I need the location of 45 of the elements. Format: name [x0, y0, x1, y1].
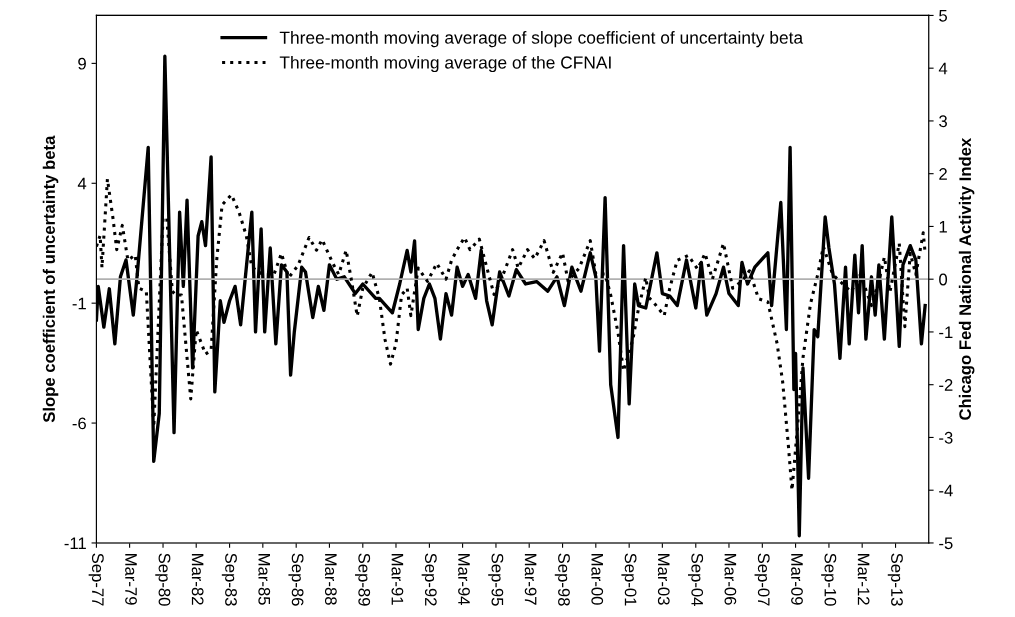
- y2-tick-label: 2: [939, 168, 947, 180]
- y2-tick-label: 1: [939, 221, 947, 233]
- x-tick-label: Sep-92: [421, 553, 437, 606]
- y-axis-title: Slope coefficient of uncertainty beta: [42, 135, 59, 423]
- x-tick-label: Sep-13: [887, 553, 903, 606]
- y-tick-label: 9: [78, 57, 86, 70]
- x-tick-label: Mar-00: [591, 554, 604, 605]
- x-tick-label: Mar-09: [791, 554, 803, 605]
- y-tick-label: -6: [72, 417, 86, 430]
- x-tick-label: Mar-97: [524, 554, 537, 605]
- x-tick-label: Mar-03: [657, 554, 670, 605]
- y2-tick-label: 0: [939, 273, 948, 286]
- x-tick-label: Sep-01: [621, 553, 637, 606]
- y-tick-label: -11: [64, 537, 86, 549]
- y-tick-label: -1: [72, 297, 86, 310]
- legend-label: Three-month moving average of the CFNAI: [279, 55, 611, 73]
- y2-tick-label: 5: [939, 10, 948, 22]
- y2-tick-label: -3: [939, 431, 953, 444]
- x-tick-label: Mar-85: [258, 554, 271, 605]
- x-tick-label: Sep-80: [155, 553, 171, 606]
- x-tick-label: Sep-89: [355, 553, 371, 606]
- x-tick-label: Sep-83: [221, 553, 237, 606]
- x-tick-label: Mar-88: [324, 554, 337, 605]
- x-tick-label: Mar-94: [458, 554, 470, 605]
- x-tick-label: Mar-06: [724, 554, 737, 605]
- legend-label: Three-month moving average of slope coefficient of uncertainty beta: [279, 31, 804, 48]
- x-tick-label: Mar-82: [191, 554, 204, 605]
- x-tick-label: Mar-91: [391, 554, 404, 605]
- x-tick-label: Sep-10: [821, 553, 837, 606]
- y2-tick-label: -5: [939, 537, 953, 550]
- x-tick-label: Sep-77: [88, 553, 104, 606]
- y2-tick-label: -2: [939, 379, 953, 391]
- x-tick-label: Sep-07: [754, 553, 770, 606]
- y2-tick-label: -1: [939, 326, 953, 338]
- y2-tick-label: 3: [939, 115, 947, 128]
- x-tick-label: Sep-04: [688, 553, 704, 606]
- y2-tick-label: -4: [939, 484, 953, 497]
- y2-tick-label: 4: [938, 62, 948, 75]
- x-tick-label: Mar-12: [857, 554, 870, 605]
- x-tick-label: Sep-98: [554, 553, 570, 606]
- x-tick-label: Sep-86: [288, 553, 304, 606]
- y-tick-label: 4: [77, 177, 87, 190]
- x-tick-label: Mar-79: [125, 554, 137, 605]
- y2-axis-title: Chicago Fed National Activity Index: [958, 137, 975, 420]
- x-tick-label: Sep-95: [488, 553, 504, 606]
